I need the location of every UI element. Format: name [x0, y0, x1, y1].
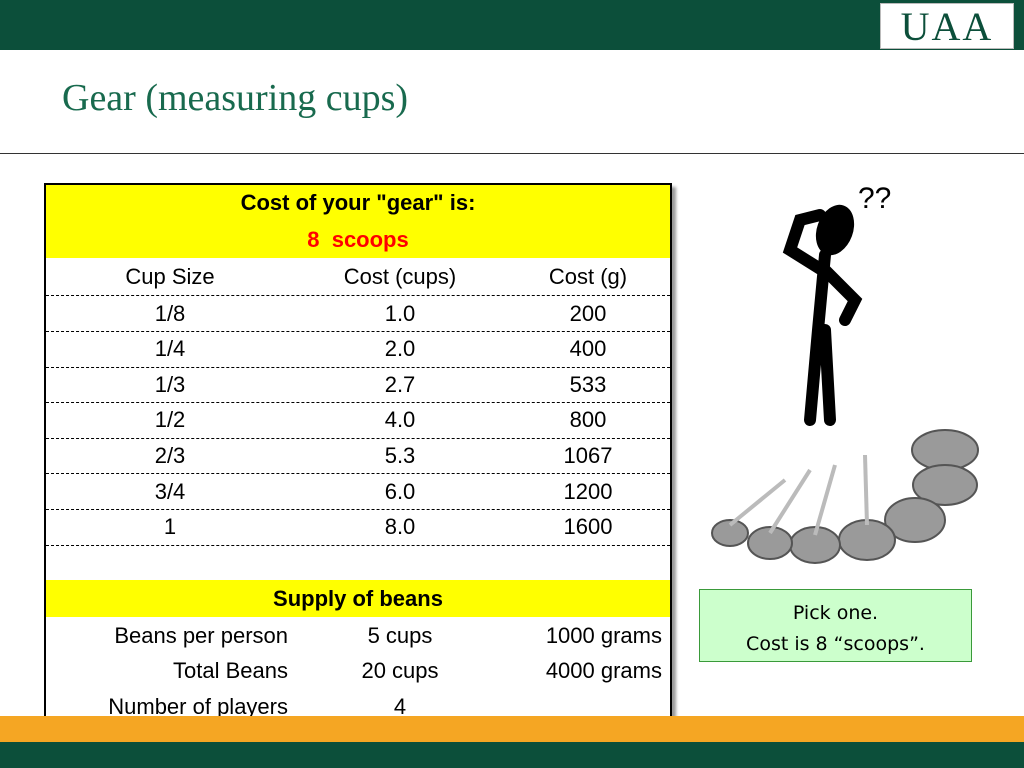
table-cell: 2.0 — [384, 336, 416, 362]
table-cell: 4 — [393, 693, 407, 719]
cost-table: Cost of your "gear" is: 8 scoops Cup Size C… — [44, 183, 672, 724]
footer-stripe — [0, 716, 1024, 742]
divider — [0, 153, 1024, 154]
table-cell: 400 — [569, 336, 607, 362]
data-row: 2/3 5.3 1067 — [46, 438, 670, 475]
cost-value-row: 8 scoops — [46, 221, 670, 258]
table-cell: 5 cups — [367, 622, 433, 648]
table-cell: 1600 — [563, 514, 613, 540]
table-cell: 4.0 — [384, 407, 416, 433]
table-cell: 800 — [569, 407, 607, 433]
cost-title: Cost of your "gear" is: — [240, 190, 476, 215]
supply-title-row: Supply of beans — [46, 580, 670, 617]
table-cell: 1/4 — [154, 336, 186, 362]
data-row: 3/4 6.0 1200 — [46, 474, 670, 510]
table-cell: 2.7 — [384, 371, 416, 397]
table-cell: Number of players — [108, 693, 288, 719]
top-bar — [0, 0, 1024, 50]
note-line: Cost is 8 “scoops”. — [746, 633, 925, 655]
table-cell: Total Beans — [173, 658, 288, 683]
table-cell: Beans per person — [114, 622, 288, 648]
cost-value: 8 scoops — [307, 226, 409, 252]
thinking-figure: ?? — [782, 182, 891, 426]
table-cell: 2/3 — [154, 442, 186, 468]
data-row: 1/3 2.7 533 — [46, 367, 670, 404]
table-cell: 1000 grams — [545, 622, 662, 648]
note-line: Pick one. — [792, 602, 879, 624]
table-cell: 1 — [163, 514, 177, 540]
table-cell: 1067 — [563, 442, 613, 468]
data-row: 1/2 4.0 800 — [46, 403, 670, 439]
table-cell: Cup Size — [125, 263, 215, 289]
table-cell: Cost (g) — [548, 263, 628, 289]
table-cell: 5.3 — [384, 442, 416, 468]
table-cell: 1200 — [563, 478, 613, 504]
slide-title: Gear (measuring cups) — [62, 77, 409, 119]
data-row: 1/8 1.0 200 — [46, 296, 670, 332]
supply-title: Supply of beans — [273, 585, 443, 611]
table-cell: Cost (cups) — [343, 263, 457, 289]
logo: UAA — [880, 3, 1014, 49]
table-cell: 20 cups — [361, 658, 439, 683]
data-row: 1 8.0 1600 — [46, 510, 670, 546]
cost-title-row: Cost of your "gear" is: — [46, 185, 670, 221]
column-header-row: Cup Size Cost (cups) Cost (g) — [46, 258, 670, 296]
supply-row: Beans per person 5 cups 1000 grams — [46, 618, 670, 653]
table-cell: 1/3 — [154, 371, 186, 397]
table-cell: 8.0 — [384, 514, 416, 540]
note-box: Pick one. Cost is 8 “scoops”. — [699, 589, 972, 662]
table-cell: 1.0 — [384, 300, 416, 326]
table-cell: 1/8 — [154, 300, 186, 326]
table-cell: 1/2 — [154, 407, 186, 433]
table-cell: 4000 grams — [545, 658, 662, 683]
svg-text:??: ?? — [858, 182, 891, 215]
table-cell: 200 — [569, 300, 607, 326]
footer-bar — [0, 742, 1024, 768]
supply-row: Total Beans 20 cups 4000 grams — [46, 654, 670, 689]
table-cell: 533 — [569, 371, 607, 397]
table-cell: 3/4 — [154, 478, 186, 504]
table-cell: 6.0 — [384, 478, 416, 504]
data-row: 1/4 2.0 400 — [46, 332, 670, 368]
measuring-cups — [711, 429, 979, 564]
supply-row: Number of players 4 — [46, 689, 670, 724]
